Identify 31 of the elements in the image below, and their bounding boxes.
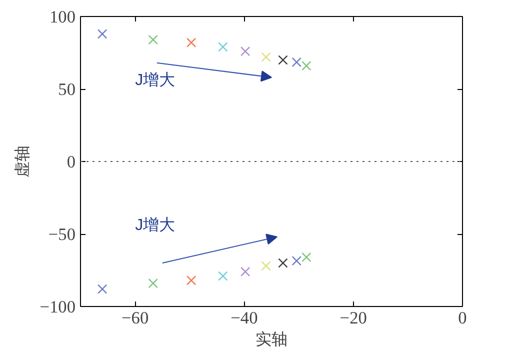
point (292, 57, 302, 68)
y-tick-label: −50 (48, 225, 76, 244)
x-tick-label: −20 (340, 308, 367, 328)
point (218, 42, 228, 52)
x-tick-label: −40 (230, 308, 258, 328)
y-tick-label: 100 (50, 8, 76, 26)
point (186, 276, 196, 286)
point (148, 278, 158, 288)
point (97, 284, 108, 294)
point (97, 29, 108, 39)
y-tick-label: 0 (66, 152, 76, 172)
point (218, 271, 228, 281)
point (278, 258, 288, 268)
point (278, 55, 288, 65)
point (302, 60, 312, 71)
point (302, 252, 312, 262)
point (186, 38, 196, 48)
y-tick-label: −100 (40, 298, 76, 316)
y-axis-title: 虚轴 (14, 146, 32, 178)
point (240, 266, 250, 277)
point (261, 261, 271, 271)
point (148, 34, 158, 45)
y-tick-label: 50 (58, 80, 76, 99)
point (292, 256, 302, 266)
point (261, 52, 271, 62)
x-tick-label: −60 (122, 308, 149, 328)
point (240, 46, 250, 56)
x-tick-label: 0 (458, 308, 467, 328)
annotation: J增大 (135, 71, 176, 89)
x-axis-title: 实轴 (256, 330, 288, 348)
annotation: J增大 (135, 216, 176, 234)
